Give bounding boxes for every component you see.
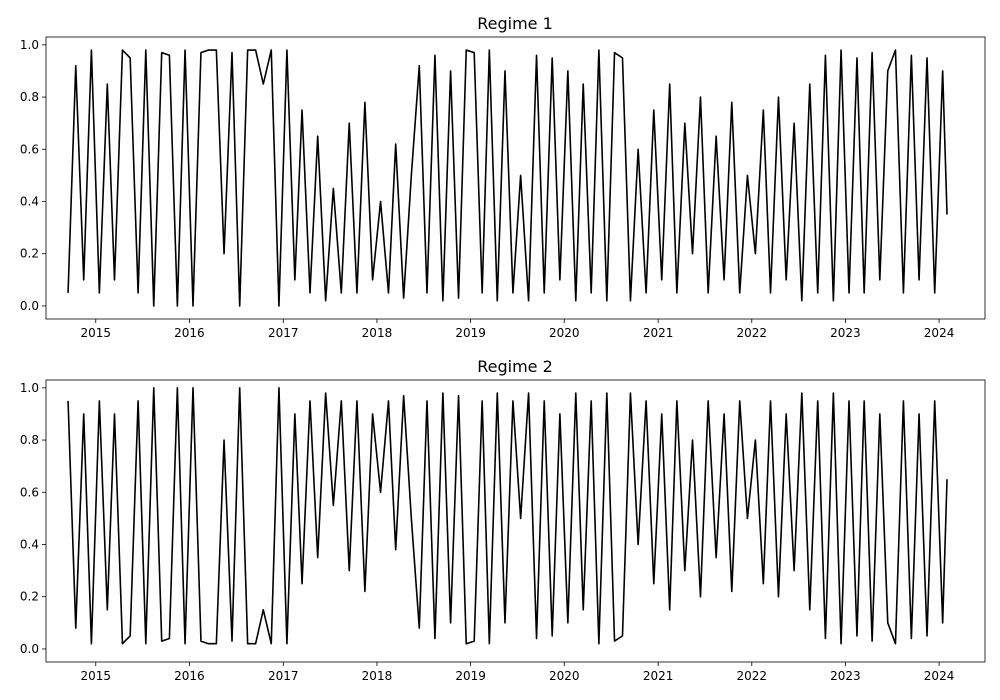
x-tick-label: 2022 [737, 326, 768, 340]
tick-group: 2015 2016 2017 2018 2019 2020 2021 2022 2023 2024… [20, 38, 954, 340]
x-tick-label: 2020 [549, 326, 580, 340]
x-tick-label: 2018 [362, 326, 393, 340]
x-tick-label: 2023 [830, 669, 861, 683]
y-tick-label: 0.4 [20, 195, 39, 209]
x-tick-label: 2024 [924, 669, 955, 683]
y-tick-label: 0.4 [20, 538, 39, 552]
y-tick-label: 0.6 [20, 142, 39, 156]
y-tick-label: 0.2 [20, 590, 39, 604]
x-tick-label: 2017 [268, 326, 299, 340]
x-tick-label: 2015 [80, 669, 111, 683]
x-tick-label: 2021 [643, 669, 674, 683]
x-tick-label: 2020 [549, 669, 580, 683]
chart-title: Regime 1 [477, 14, 553, 33]
x-tick-label: 2024 [924, 326, 955, 340]
x-tick-label: 2016 [174, 326, 205, 340]
axes-frame [45, 36, 986, 320]
tick-group: 2015 2016 2017 2018 2019 2020 2021 2022 2023 2024… [20, 381, 954, 683]
axes-frame [45, 379, 986, 663]
y-tick-label: 0.2 [20, 247, 39, 261]
chart-regime-2: Regime 2 2015 2016 2017 2018 2019 2020 2021 202… [20, 357, 986, 683]
y-tick-label: 0.6 [20, 485, 39, 499]
y-tick-label: 0.0 [20, 299, 39, 313]
y-tick-label: 1.0 [20, 381, 39, 395]
x-tick-label: 2021 [643, 326, 674, 340]
y-tick-label: 0.8 [20, 90, 39, 104]
y-tick-label: 0.8 [20, 433, 39, 447]
x-tick-label: 2022 [737, 669, 768, 683]
x-tick-label: 2016 [174, 669, 205, 683]
x-tick-label: 2018 [362, 669, 393, 683]
series-line-regime-2 [67, 387, 948, 645]
x-tick-label: 2023 [830, 326, 861, 340]
series-line-regime-1 [67, 49, 948, 307]
x-tick-label: 2019 [455, 326, 486, 340]
y-tick-label: 1.0 [20, 38, 39, 52]
x-tick-label: 2015 [80, 326, 111, 340]
x-tick-label: 2019 [455, 669, 486, 683]
chart-title: Regime 2 [477, 357, 553, 376]
x-tick-label: 2017 [268, 669, 299, 683]
chart-regime-1: Regime 1 2015 2016 2017 2018 2019 2020 2021 202… [20, 14, 986, 340]
y-tick-label: 0.0 [20, 642, 39, 656]
